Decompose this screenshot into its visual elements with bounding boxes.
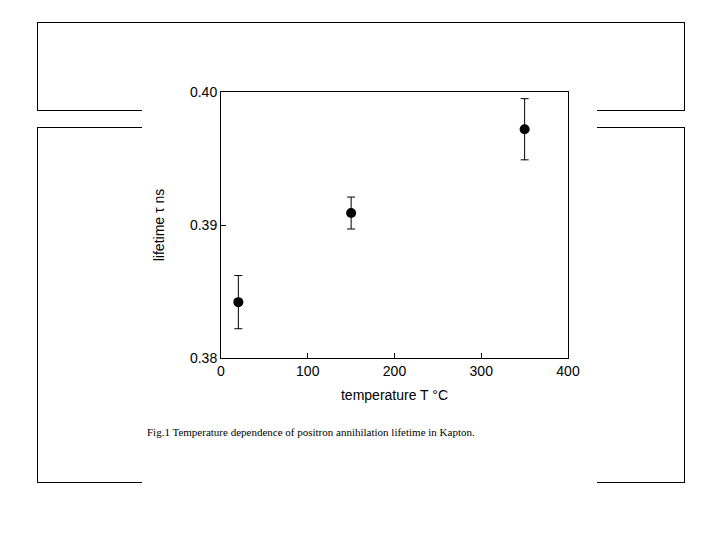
svg-text:temperature T °C: temperature T °C (341, 387, 448, 403)
svg-text:0.40: 0.40 (190, 84, 217, 100)
svg-text:lifetime τ ns: lifetime τ ns (151, 189, 167, 261)
svg-text:0: 0 (217, 363, 225, 379)
svg-text:0.39: 0.39 (190, 217, 217, 233)
svg-text:400: 400 (556, 363, 580, 379)
svg-text:100: 100 (296, 363, 320, 379)
svg-text:300: 300 (470, 363, 494, 379)
svg-text:200: 200 (383, 363, 407, 379)
svg-text:0.38: 0.38 (190, 350, 217, 366)
svg-text:Fig.1 Temperature dependence o: Fig.1 Temperature dependence of positron… (147, 426, 475, 438)
